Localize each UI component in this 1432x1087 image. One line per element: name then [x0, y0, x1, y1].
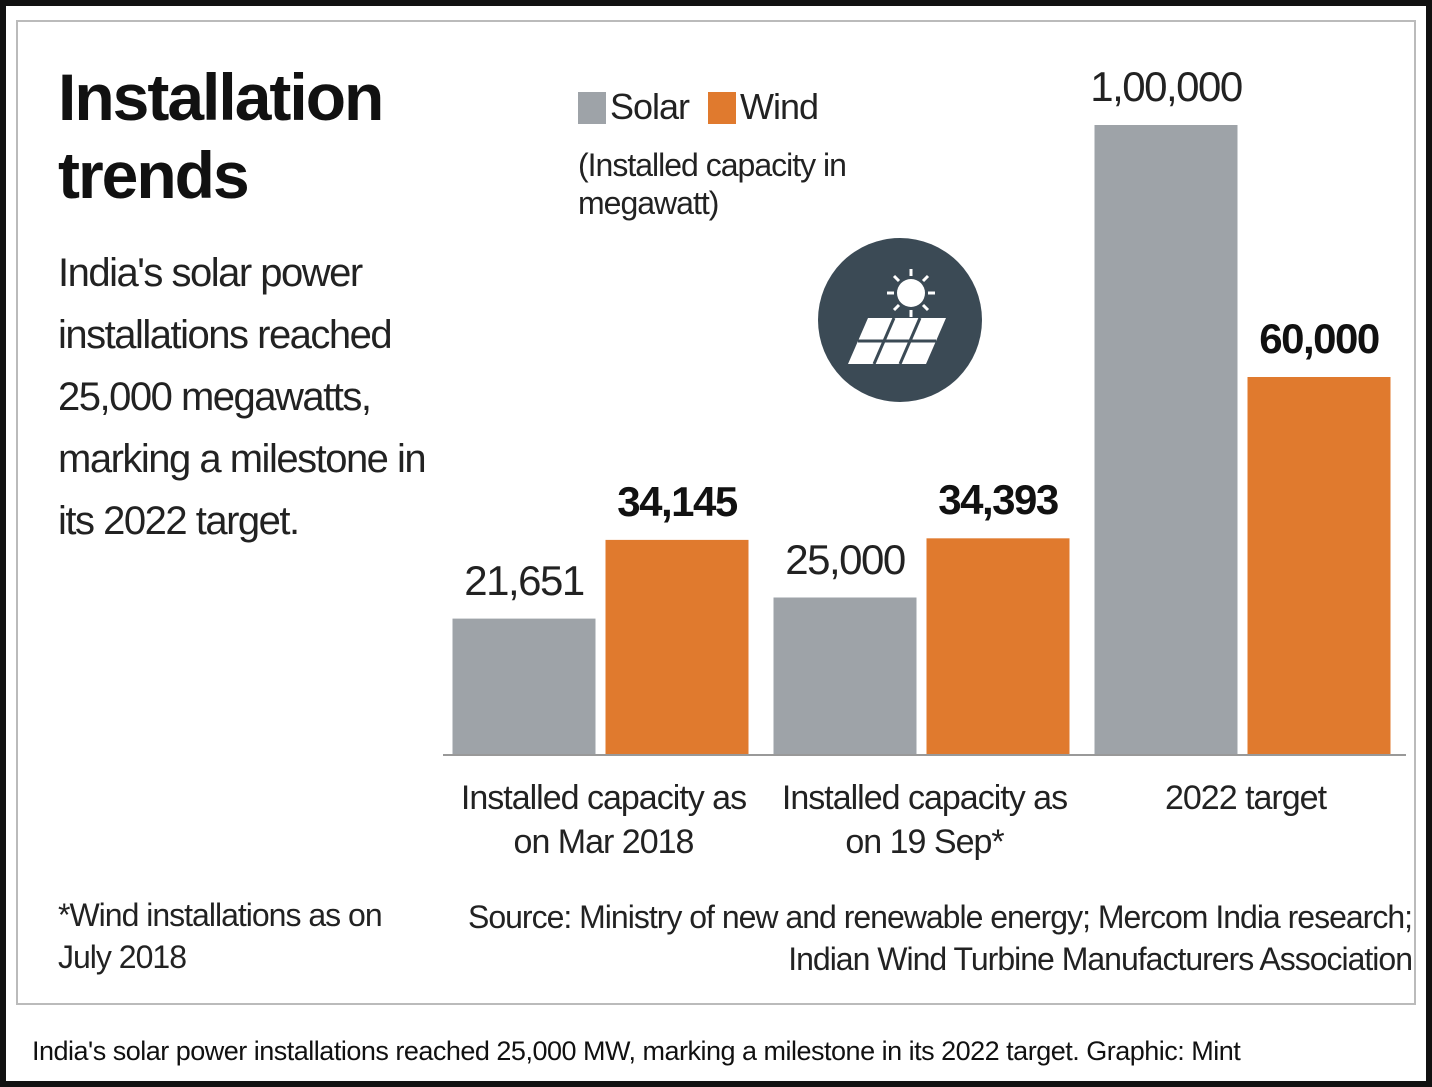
value-label: 1,00,000 [1090, 63, 1243, 110]
legend-swatch [578, 92, 606, 124]
unit-note: (Installed capacity in megawatt) [578, 147, 847, 221]
x-tick-label: Installed capacity as on Mar 2018 [460, 779, 747, 861]
frame [16, 20, 1416, 1005]
value-label: 21,651 [464, 556, 585, 604]
chart [443, 92, 1406, 756]
legend-label: Wind [740, 86, 819, 127]
infographic: Installation trends India's solar power … [6, 6, 1426, 1081]
x-tick-label: Installed capacity as on 19 Sep* [781, 779, 1068, 861]
legend-label: Solar [610, 86, 690, 127]
chart-title: Installation trends [58, 60, 384, 212]
bar [1094, 125, 1238, 755]
x-tick-label: 2022 target [1164, 779, 1327, 817]
value-label: 34,393 [938, 476, 1059, 524]
chart-subtitle: India's solar power installations reache… [58, 251, 427, 543]
bar [1247, 377, 1391, 755]
footnote: *Wind installations as on July 2018 [58, 897, 383, 975]
bar [926, 538, 1070, 755]
legend-swatch [708, 92, 736, 124]
bar [452, 618, 596, 755]
value-label: 60,000 [1259, 315, 1380, 362]
value-label: 25,000 [785, 535, 906, 583]
value-label: 34,145 [617, 477, 738, 525]
solar-icon [818, 238, 982, 402]
bar [605, 539, 749, 755]
caption: India's solar power installations reache… [32, 1036, 1241, 1066]
bar [773, 597, 917, 755]
source: Source: Ministry of new and renewable en… [467, 899, 1413, 977]
